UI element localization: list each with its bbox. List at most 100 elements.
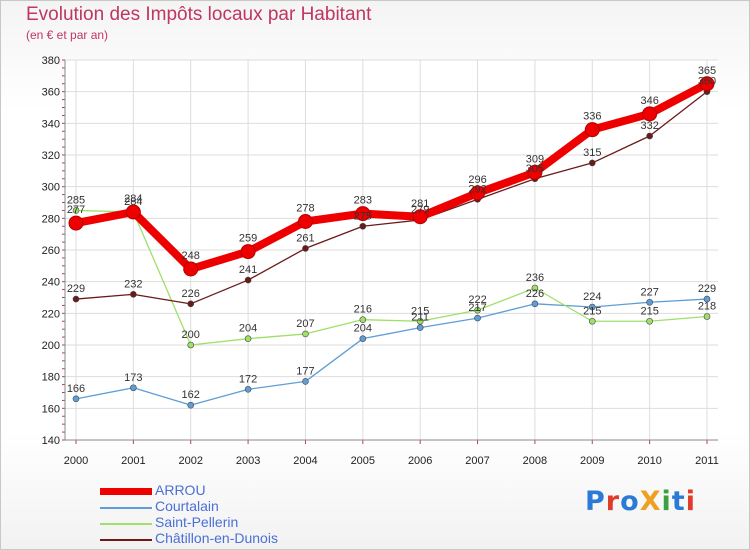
- data-point-saint-pellerin: [187, 341, 195, 349]
- data-label-courtalain: 162: [182, 389, 200, 401]
- data-point-arrou: [699, 76, 715, 92]
- data-label-arrou: 309: [526, 153, 544, 165]
- data-point-arrou: [642, 106, 658, 122]
- data-label-courtalain: 227: [640, 286, 658, 298]
- data-point-courtalain: [531, 300, 539, 308]
- x-tick-label: 2006: [408, 455, 432, 467]
- data-point-arrou: [412, 209, 428, 225]
- data-label-arrou: 283: [354, 195, 372, 207]
- x-tick-label: 2004: [293, 455, 317, 467]
- data-point-chatillon-en-dunois: [244, 276, 252, 284]
- data-point-courtalain: [244, 386, 252, 393]
- y-tick-label: 340: [42, 118, 60, 130]
- data-label-chatillon-en-dunois: 229: [67, 283, 85, 295]
- data-point-chatillon-en-dunois: [359, 222, 367, 230]
- series-group: [68, 76, 715, 409]
- series-line-chatillon-en-dunois: [75, 91, 708, 305]
- data-point-saint-pellerin: [646, 317, 653, 325]
- legend-label-chatillon-en-dunois: Châtillon-en-Dunois: [155, 530, 278, 546]
- y-tick-label: 160: [42, 403, 60, 415]
- data-point-saint-pellerin: [302, 330, 309, 338]
- data-label-arrou: 336: [583, 111, 601, 123]
- data-label-chatillon-en-dunois: 332: [640, 120, 658, 132]
- data-point-courtalain: [703, 295, 711, 303]
- data-label-chatillon-en-dunois: 360: [698, 76, 716, 88]
- data-label-courtalain: 172: [239, 373, 257, 385]
- data-point-chatillon-en-dunois: [302, 245, 309, 252]
- y-tick-label: 280: [42, 213, 60, 225]
- legend-swatch-saint-pellerin: [100, 523, 152, 525]
- data-label-saint-pellerin: 236: [526, 272, 544, 284]
- legend-label-arrou: ARROU: [155, 482, 206, 498]
- y-tick-label: 320: [42, 150, 60, 162]
- grid: [65, 59, 718, 441]
- legend-label-saint-pellerin: Saint-Pellerin: [155, 514, 239, 530]
- data-label-arrou: 278: [296, 203, 314, 215]
- x-tick-label: 2008: [523, 455, 547, 467]
- data-label-chatillon-en-dunois: 261: [296, 232, 314, 244]
- series-line-saint-pellerin: [75, 209, 708, 346]
- proxiti-logo: ProXiti: [585, 486, 696, 517]
- data-point-courtalain: [588, 303, 596, 311]
- legend-label-courtalain: Courtalain: [155, 498, 219, 514]
- x-tick-label: 2009: [580, 455, 604, 467]
- data-label-saint-pellerin: 222: [468, 294, 486, 306]
- data-label-courtalain: 229: [698, 283, 716, 295]
- x-tick-label: 2001: [121, 455, 145, 467]
- data-label-arrou: 296: [468, 174, 486, 186]
- data-point-chatillon-en-dunois: [646, 132, 653, 140]
- series-line-courtalain: [75, 298, 708, 406]
- y-tick-label: 380: [42, 55, 60, 67]
- data-point-saint-pellerin: [244, 335, 252, 342]
- y-tick-label: 140: [42, 435, 60, 447]
- x-tick-label: 2005: [351, 455, 375, 467]
- chart-subtitle: (en € et par an): [26, 28, 109, 42]
- data-point-arrou: [68, 215, 84, 231]
- y-tick-label: 200: [42, 340, 60, 352]
- x-tick-label: 2000: [64, 455, 88, 467]
- data-point-arrou: [183, 261, 199, 277]
- data-label-arrou: 346: [640, 95, 658, 107]
- data-label-chatillon-en-dunois: 279: [411, 204, 429, 216]
- y-tick-label: 360: [42, 87, 60, 99]
- data-point-courtalain: [416, 324, 424, 331]
- data-label-arrou: 281: [411, 198, 429, 210]
- data-label-saint-pellerin: 285: [67, 194, 85, 206]
- data-point-chatillon-en-dunois: [72, 295, 80, 303]
- data-label-courtalain: 173: [124, 372, 142, 384]
- y-tick-label: 220: [42, 308, 60, 320]
- data-label-chatillon-en-dunois: 232: [124, 278, 142, 290]
- x-tick-label: 2011: [695, 455, 719, 467]
- data-label-courtalain: 204: [354, 323, 372, 335]
- x-tick-label: 2007: [465, 455, 489, 467]
- data-label-arrou: 248: [182, 250, 200, 262]
- data-label-courtalain: 224: [583, 291, 601, 303]
- data-label-arrou: 259: [239, 233, 257, 245]
- data-point-courtalain: [187, 401, 195, 409]
- legend-swatch-arrou: [100, 488, 152, 495]
- data-label-saint-pellerin: 218: [698, 301, 716, 313]
- data-label-saint-pellerin: 216: [354, 304, 372, 316]
- x-tick-label: 2003: [236, 455, 260, 467]
- data-point-chatillon-en-dunois: [588, 159, 596, 167]
- data-point-arrou: [240, 244, 256, 260]
- data-point-arrou: [125, 204, 141, 220]
- data-point-courtalain: [130, 384, 137, 392]
- data-label-arrou: 277: [67, 204, 85, 216]
- data-label-courtalain: 166: [67, 383, 85, 395]
- y-tick-label: 240: [42, 277, 60, 289]
- data-point-arrou: [584, 122, 600, 138]
- data-point-saint-pellerin: [588, 317, 596, 325]
- data-point-courtalain: [72, 395, 80, 403]
- y-tick-label: 260: [42, 245, 60, 257]
- data-point-courtalain: [359, 335, 367, 342]
- data-label-chatillon-en-dunois: 315: [583, 147, 601, 159]
- data-point-saint-pellerin: [703, 313, 711, 320]
- data-label-courtalain: 177: [296, 365, 314, 377]
- data-point-saint-pellerin: [359, 316, 367, 323]
- data-point-saint-pellerin: [474, 306, 481, 314]
- data-label-chatillon-en-dunois: 226: [182, 288, 200, 300]
- y-tick-label: 300: [42, 182, 60, 194]
- data-label-chatillon-en-dunois: 275: [354, 210, 372, 222]
